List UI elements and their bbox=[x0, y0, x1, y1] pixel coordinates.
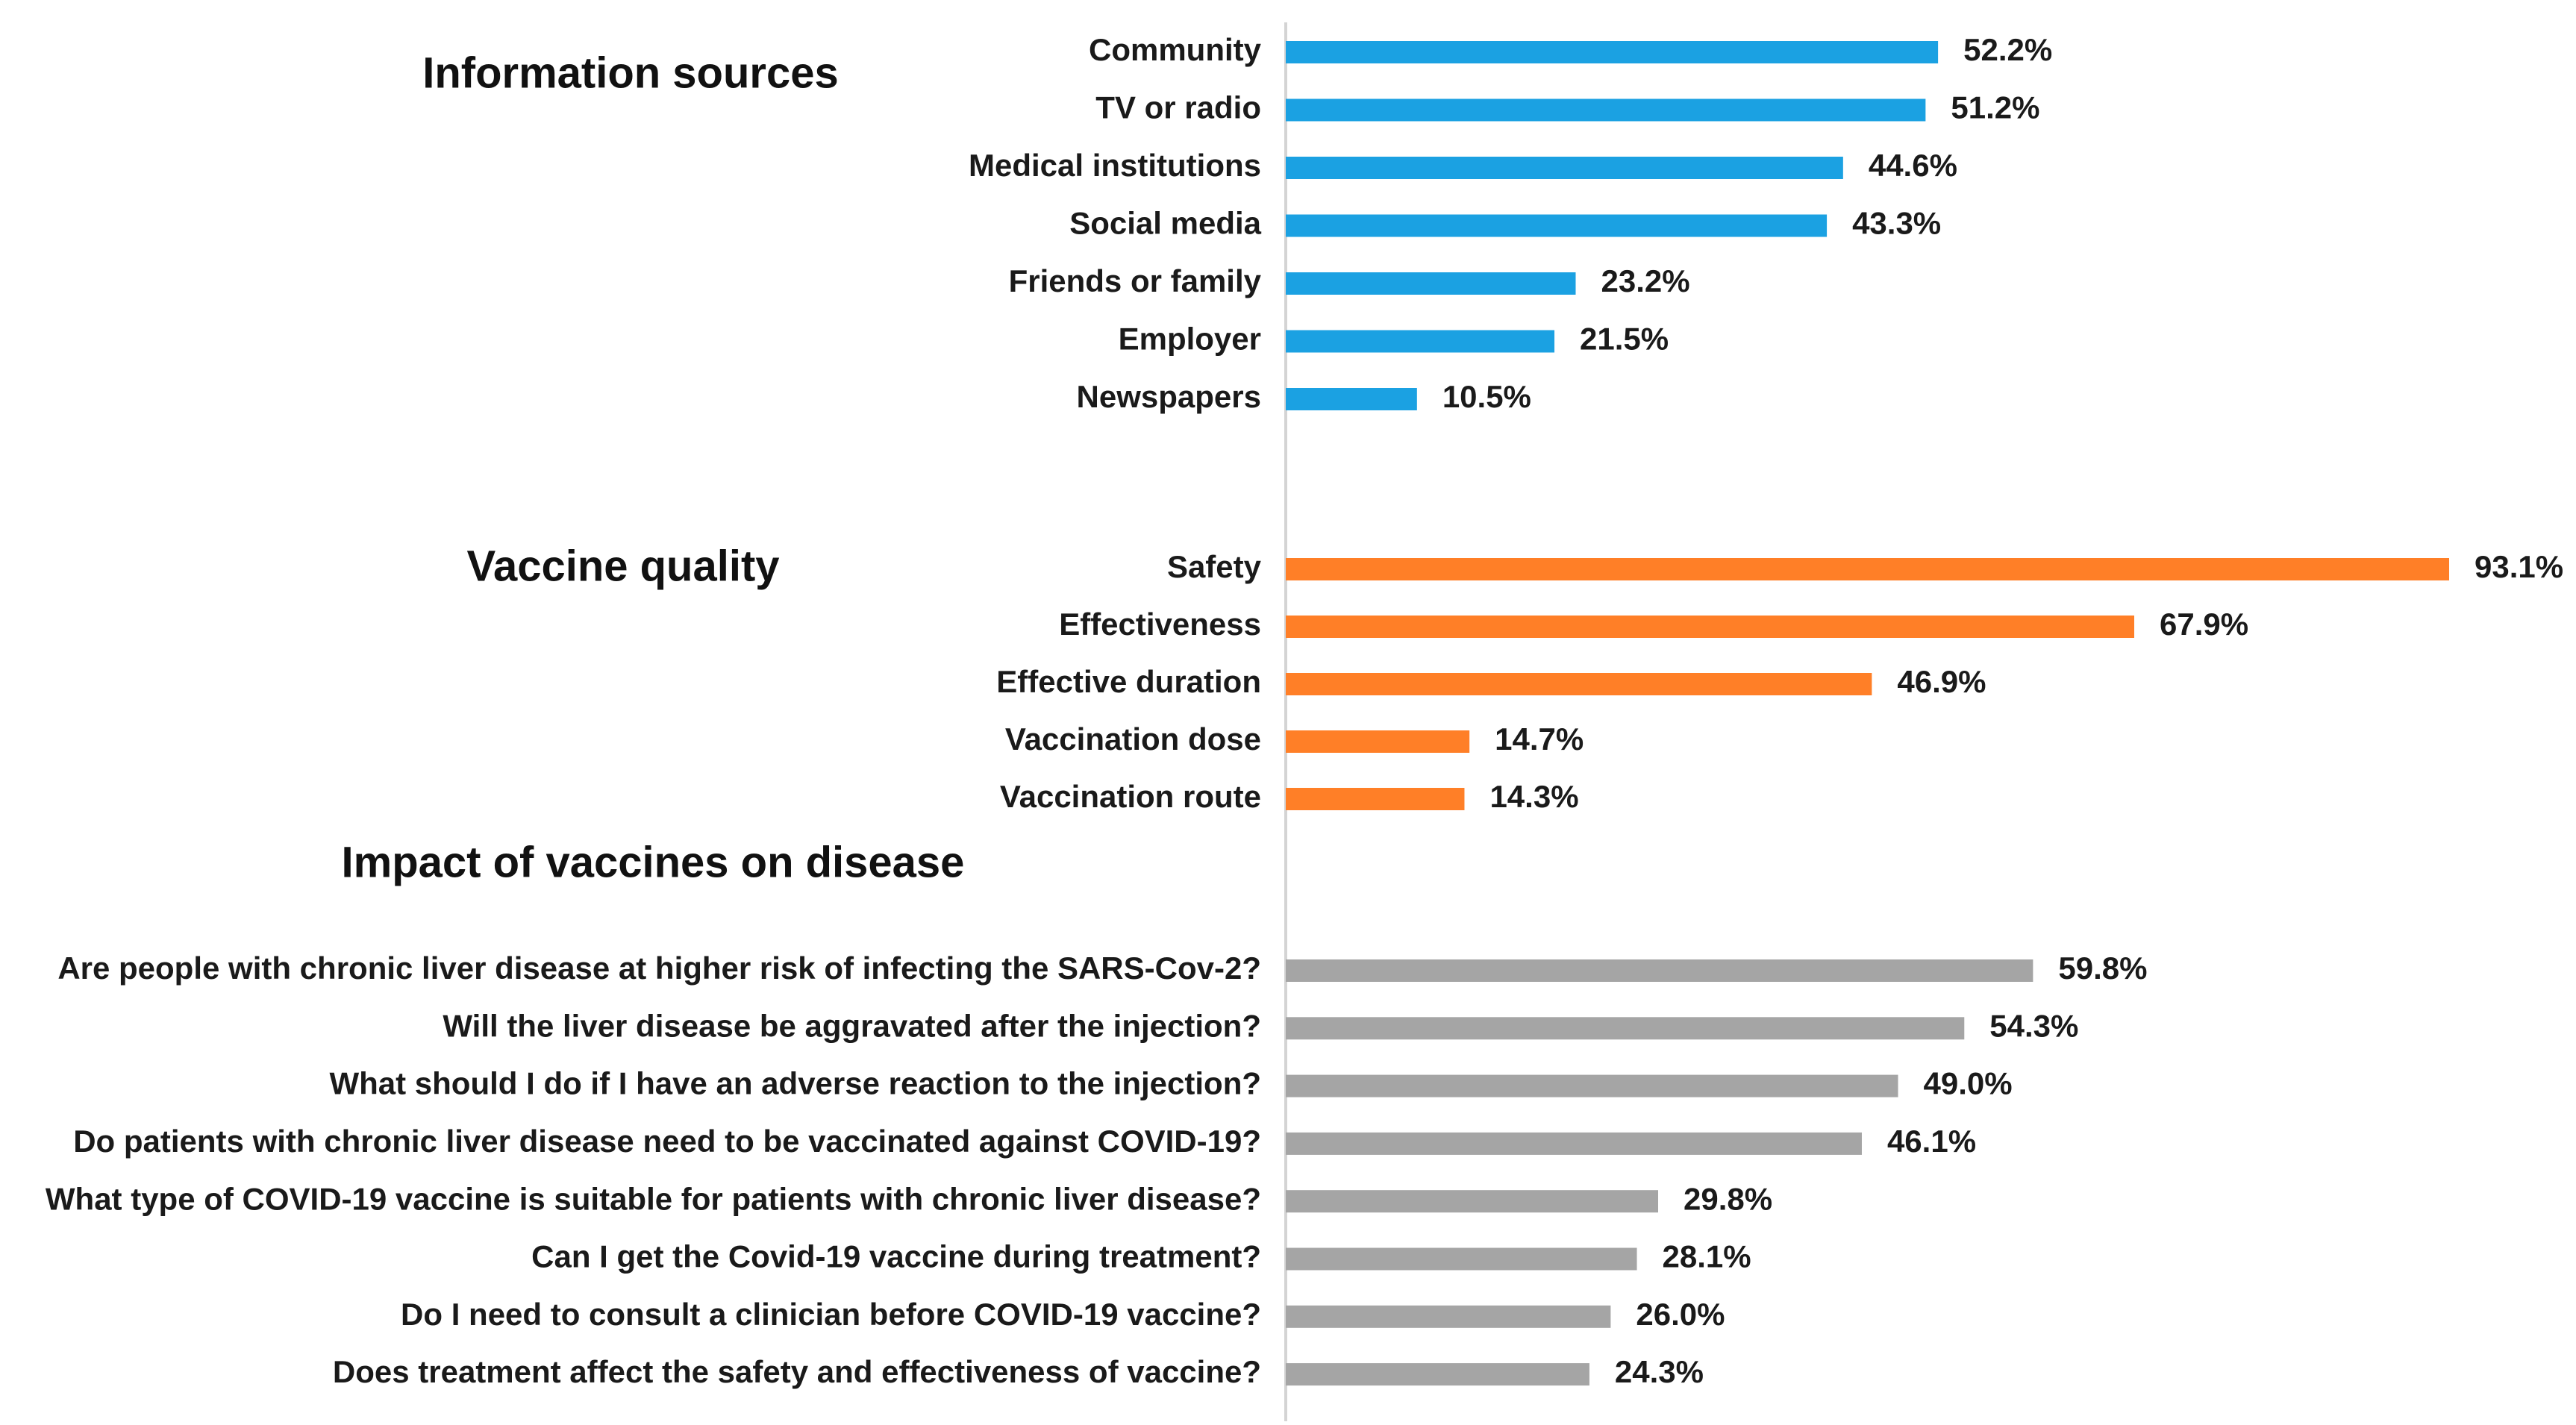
value-label-vaccination-route: 14.3% bbox=[1489, 779, 1578, 814]
bar-vaccination-route bbox=[1286, 788, 1465, 810]
category-label-vaccination-route: Vaccination route bbox=[1000, 779, 1261, 814]
bars-layer: Community 52.2% TV or radio 51.2% Medical in… bbox=[46, 32, 2563, 1389]
value-label-safety: 93.1% bbox=[2475, 549, 2563, 584]
value-label-will-the-liver-disease-be-aggravated-aft: 54.3% bbox=[1989, 1008, 2078, 1043]
category-label-effectiveness: Effectiveness bbox=[1059, 607, 1261, 642]
bar-are-people-with-chronic-liver-disease-at bbox=[1286, 959, 2033, 982]
category-label-employer: Employer bbox=[1119, 322, 1261, 357]
value-label-do-i-need-to-consult-a-clinician-before-: 26.0% bbox=[1636, 1297, 1725, 1332]
category-label-community: Community bbox=[1089, 32, 1262, 67]
bar-effective-duration bbox=[1286, 673, 1872, 695]
bar-what-should-i-do-if-i-have-an-adverse-re bbox=[1286, 1074, 1898, 1097]
value-label-friends-or-family: 23.2% bbox=[1601, 263, 1689, 298]
value-label-do-patients-with-chronic-liver-disease-n: 46.1% bbox=[1887, 1124, 1976, 1159]
category-label-medical-institutions: Medical institutions bbox=[969, 148, 1261, 183]
category-label-social-media: Social media bbox=[1069, 206, 1261, 241]
bar-can-i-get-the-covid-19-vaccine-during-tr bbox=[1286, 1247, 1637, 1271]
category-label-can-i-get-the-covid-19-vaccine-during-tr: Can I get the Covid-19 vaccine during tr… bbox=[531, 1239, 1261, 1274]
category-label-do-patients-with-chronic-liver-disease-n: Do patients with chronic liver disease n… bbox=[73, 1124, 1261, 1159]
bar-newspapers bbox=[1286, 388, 1417, 410]
bar-employer bbox=[1286, 330, 1555, 353]
bar-community bbox=[1286, 41, 1939, 63]
value-label-what-type-of-covid-19-vaccine-is-suitabl: 29.8% bbox=[1684, 1181, 1772, 1216]
category-label-do-i-need-to-consult-a-clinician-before-: Do I need to consult a clinician before … bbox=[401, 1297, 1261, 1332]
bar-safety bbox=[1286, 558, 2449, 580]
bar-social-media bbox=[1286, 214, 1828, 237]
bar-does-treatment-affect-the-safety-and-eff bbox=[1286, 1363, 1589, 1386]
value-label-does-treatment-affect-the-safety-and-eff: 24.3% bbox=[1615, 1354, 1704, 1389]
value-label-employer: 21.5% bbox=[1580, 322, 1669, 357]
bar-will-the-liver-disease-be-aggravated-aft bbox=[1286, 1017, 1965, 1040]
bar-effectiveness bbox=[1286, 616, 2135, 638]
value-label-newspapers: 10.5% bbox=[1442, 379, 1531, 414]
category-label-vaccination-dose: Vaccination dose bbox=[1005, 721, 1261, 757]
category-label-what-should-i-do-if-i-have-an-adverse-re: What should I do if I have an adverse re… bbox=[329, 1066, 1261, 1101]
value-label-vaccination-dose: 14.7% bbox=[1495, 721, 1584, 757]
vaccine-quality-title: Vaccine quality bbox=[466, 542, 779, 590]
value-label-effectiveness: 67.9% bbox=[2160, 607, 2248, 642]
category-label-will-the-liver-disease-be-aggravated-aft: Will the liver disease be aggravated aft… bbox=[443, 1008, 1261, 1043]
category-label-tv-or-radio: TV or radio bbox=[1095, 90, 1261, 125]
value-label-social-media: 43.3% bbox=[1852, 206, 1941, 241]
value-label-tv-or-radio: 51.2% bbox=[1951, 90, 2039, 125]
value-label-community: 52.2% bbox=[1963, 32, 2052, 67]
bar-do-i-need-to-consult-a-clinician-before- bbox=[1286, 1305, 1611, 1328]
value-label-effective-duration: 46.9% bbox=[1897, 664, 1986, 699]
value-label-medical-institutions: 44.6% bbox=[1869, 148, 1957, 183]
value-label-are-people-with-chronic-liver-disease-at: 59.8% bbox=[2058, 950, 2147, 986]
category-label-newspapers: Newspapers bbox=[1077, 379, 1261, 414]
category-label-effective-duration: Effective duration bbox=[996, 664, 1261, 699]
bar-vaccination-dose bbox=[1286, 730, 1470, 753]
category-label-safety: Safety bbox=[1167, 549, 1262, 584]
information-sources-title: Information sources bbox=[422, 48, 839, 97]
category-label-are-people-with-chronic-liver-disease-at: Are people with chronic liver disease at… bbox=[57, 950, 1261, 986]
bar-tv-or-radio bbox=[1286, 98, 1926, 122]
bar-medical-institutions bbox=[1286, 157, 1843, 179]
bar-do-patients-with-chronic-liver-disease-n bbox=[1286, 1132, 1862, 1155]
section-titles: Information sources Vaccine quality Impact… bbox=[342, 48, 965, 886]
bar-friends-or-family bbox=[1286, 272, 1576, 295]
bar-what-type-of-covid-19-vaccine-is-suitabl bbox=[1286, 1190, 1659, 1213]
category-label-friends-or-family: Friends or family bbox=[1009, 263, 1262, 298]
value-label-what-should-i-do-if-i-have-an-adverse-re: 49.0% bbox=[1924, 1066, 2013, 1101]
impact-of-vaccines-title: Impact of vaccines on disease bbox=[342, 838, 965, 886]
value-label-can-i-get-the-covid-19-vaccine-during-tr: 28.1% bbox=[1663, 1239, 1751, 1274]
category-label-what-type-of-covid-19-vaccine-is-suitabl: What type of COVID-19 vaccine is suitabl… bbox=[46, 1181, 1261, 1216]
category-label-does-treatment-affect-the-safety-and-eff: Does treatment affect the safety and eff… bbox=[333, 1354, 1261, 1389]
